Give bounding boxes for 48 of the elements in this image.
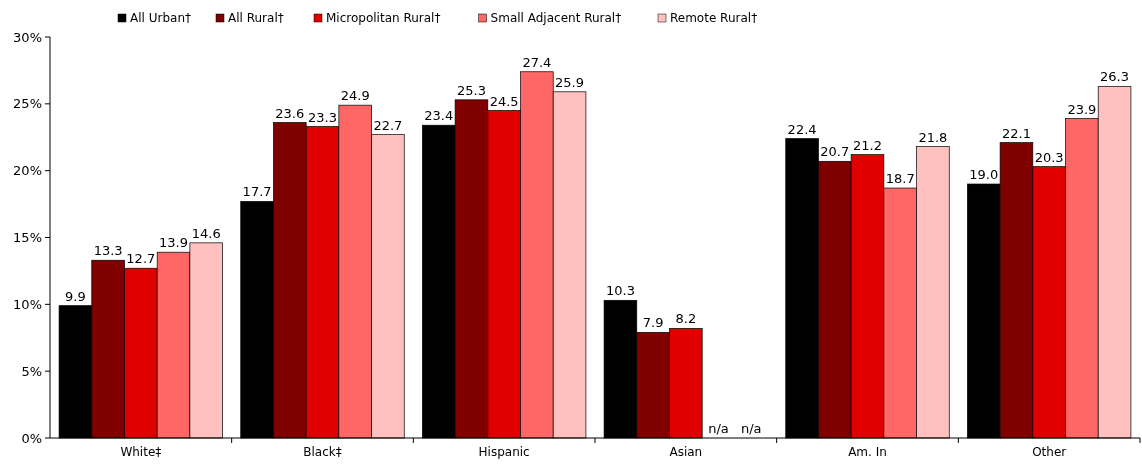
data-label: 7.9 — [642, 315, 664, 331]
data-label: 17.7 — [242, 184, 272, 200]
y-tick-label: 5% — [21, 363, 42, 379]
legend-label: Remote Rural† — [670, 11, 758, 26]
x-tick-label: White‡ — [120, 445, 162, 459]
data-label: 8.2 — [675, 311, 697, 327]
data-label: 22.1 — [1001, 125, 1031, 141]
data-label: 26.3 — [1100, 69, 1130, 85]
data-label: 20.3 — [1034, 149, 1064, 165]
text: n/a — [708, 421, 729, 436]
y-tick-label: 30% — [13, 29, 42, 45]
data-label: 22.7 — [373, 117, 403, 133]
data-label: 24.5 — [489, 93, 519, 109]
legend-label: All Rural† — [228, 11, 284, 26]
x-tick-label: Asian — [669, 445, 703, 459]
data-label: 23.4 — [424, 108, 454, 124]
data-label: 25.3 — [456, 82, 486, 98]
data-label: 23.9 — [1067, 101, 1097, 117]
data-label: 13.3 — [93, 243, 123, 259]
data-label: 20.7 — [820, 144, 850, 160]
data-label: 23.3 — [308, 109, 337, 125]
data-label: 19.0 — [969, 167, 999, 183]
y-tick-label: 20% — [13, 163, 42, 179]
data-label: 21.2 — [853, 137, 882, 153]
data-label: 22.4 — [787, 121, 817, 137]
data-label: 13.9 — [159, 235, 189, 251]
y-tick-label: 10% — [13, 296, 42, 312]
data-label: 27.4 — [522, 54, 552, 70]
legend-label: Small Adjacent Rural† — [490, 11, 622, 26]
x-tick-label: Am. In — [848, 445, 887, 459]
legend-label: Micropolitan Rural† — [326, 11, 441, 26]
legend-label: All Urban† — [130, 11, 191, 26]
data-label: 24.9 — [340, 88, 370, 104]
x-tick-label: Other — [1032, 445, 1067, 459]
data-label: 14.6 — [191, 225, 221, 241]
y-tick-label: 15% — [13, 230, 42, 246]
y-tick-label: 25% — [13, 96, 42, 112]
y-tick-label: 0% — [21, 430, 42, 446]
text: n/a — [740, 421, 762, 436]
data-label: 21.8 — [918, 129, 948, 145]
data-label: 9.9 — [65, 288, 86, 304]
data-label: 18.7 — [885, 171, 915, 187]
data-label: 10.3 — [605, 283, 635, 299]
x-tick-label: Black‡ — [303, 445, 342, 459]
data-label: 12.7 — [126, 251, 156, 267]
data-label: 23.6 — [275, 105, 305, 121]
x-tick-label: Hispanic — [478, 445, 530, 459]
data-label: 25.9 — [555, 74, 585, 90]
